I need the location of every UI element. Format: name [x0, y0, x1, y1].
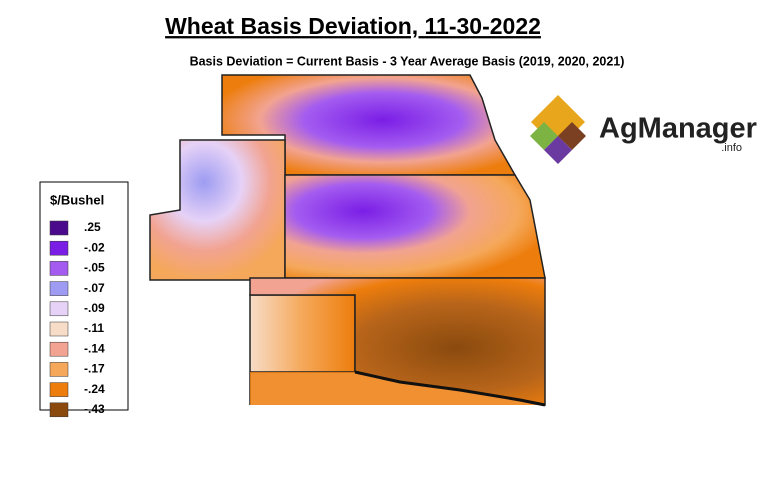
legend-title: $/Bushel [50, 192, 104, 207]
legend-swatch [49, 261, 69, 276]
legend: $/Bushel .25 -.02 -.05 -.07 -.09 -.11 -.14 -.17… [39, 181, 129, 418]
region [250, 372, 545, 405]
river-border [354, 370, 546, 407]
legend-label: -.24 [84, 382, 105, 396]
legend-label: -.17 [84, 362, 105, 376]
legend-label: -.05 [84, 261, 105, 275]
legend-label: -.07 [84, 281, 105, 295]
legend-swatch [49, 301, 69, 317]
legend-label: -.09 [84, 301, 105, 315]
legend-label: -.11 [84, 321, 104, 335]
logo-name: AgManager [599, 113, 757, 145]
logo-icon [544, 136, 572, 164]
legend-swatch [49, 382, 69, 397]
legend-label: -.02 [84, 240, 105, 254]
region [149, 139, 286, 281]
map [149, 74, 546, 407]
legend-label: -.43 [84, 402, 105, 416]
legend-swatch [49, 362, 69, 377]
title: Wheat Basis Deviation, 11-30-2022 [165, 13, 541, 39]
logo: AgManager .info [530, 95, 757, 164]
legend-swatch [49, 281, 69, 296]
legend-label: -.14 [84, 341, 105, 355]
subtitle: Basis Deviation = Current Basis - 3 Year… [190, 54, 625, 68]
legend-label: .25 [84, 220, 101, 234]
legend-swatch [49, 220, 69, 236]
legend-swatch [49, 402, 69, 418]
region [284, 174, 546, 279]
logo-suffix: .info [721, 142, 742, 154]
legend-swatch [49, 341, 69, 357]
legend-swatch [49, 321, 69, 337]
legend-swatch [49, 240, 69, 256]
